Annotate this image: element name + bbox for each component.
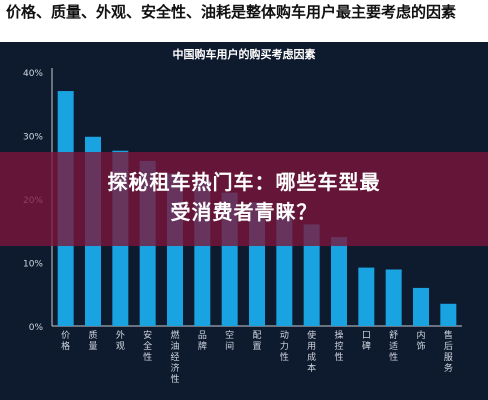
- x-tick-label: 价格: [61, 330, 70, 352]
- bar: [303, 224, 320, 326]
- article-headline: 价格、质量、外观、安全性、油耗是整体购车用户最主要考虑的因素: [6, 3, 457, 21]
- bar: [440, 303, 457, 326]
- y-tick-label: 40%: [23, 69, 43, 79]
- x-tick-label: 配置: [252, 330, 261, 352]
- banner-title-line-2: 受消费者青睐？: [170, 200, 318, 224]
- bar: [385, 269, 402, 326]
- x-tick-label: 使用成本: [307, 329, 316, 374]
- x-tick-label: 空间: [225, 329, 234, 352]
- bar: [331, 237, 347, 326]
- x-tick-label: 操控性: [334, 329, 343, 363]
- x-tick-label: 外观: [116, 329, 125, 352]
- bar: [358, 267, 375, 326]
- x-tick-label: 口碑: [362, 331, 371, 352]
- x-tick-label: 售后服务: [444, 329, 453, 374]
- x-tick-label: 燃油经济性: [170, 329, 179, 385]
- x-tick-label: 内饰: [416, 329, 425, 352]
- y-tick-label: 30%: [23, 133, 43, 143]
- bar: [413, 287, 429, 326]
- title-banner: 探秘租车热门车：哪些车型最 受消费者青睐？: [0, 152, 488, 246]
- x-tick-label: 品牌: [198, 330, 207, 352]
- y-tick-label: 0%: [29, 323, 44, 333]
- y-tick-label: 10%: [23, 260, 43, 270]
- x-tick-label: 动力性: [280, 330, 289, 363]
- x-tick-label: 舒适性: [389, 329, 398, 363]
- banner-title-line-1: 探秘租车热门车：哪些车型最: [107, 170, 381, 194]
- chart-title: 中国购车用户的购买考虑因素: [173, 47, 316, 61]
- x-tick-label: 质量: [88, 329, 97, 352]
- x-tick-label: 安全性: [143, 329, 152, 363]
